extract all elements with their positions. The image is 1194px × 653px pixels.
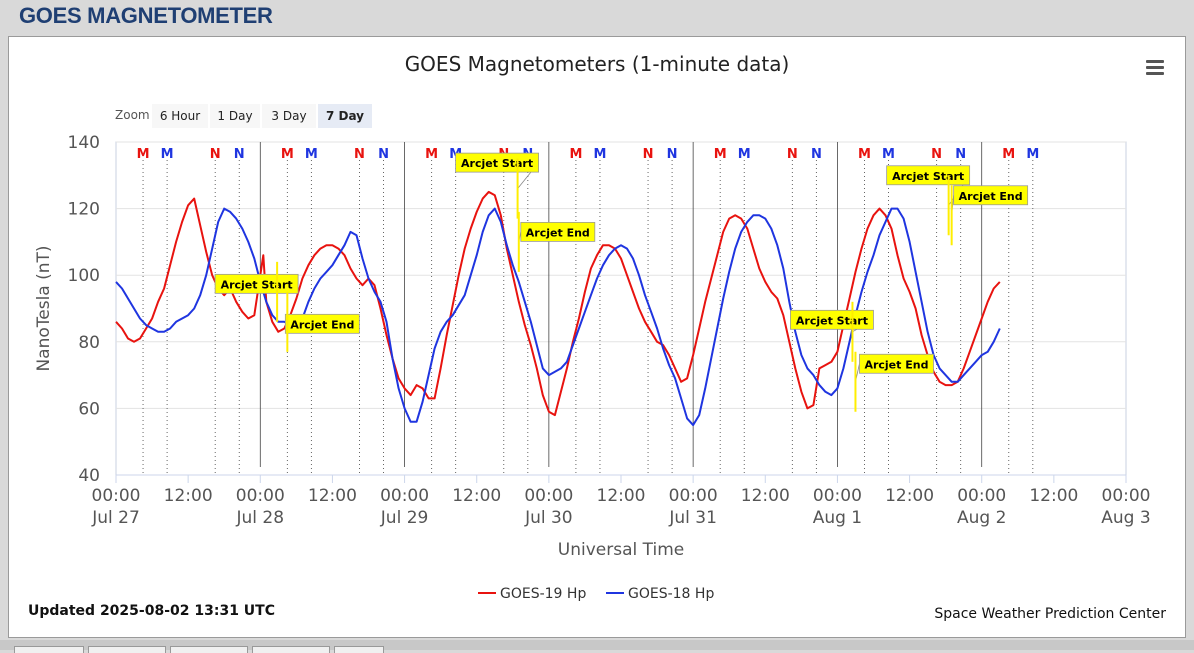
legend-label: GOES-19 Hp	[500, 586, 586, 602]
x-tick-label: 00:00	[1102, 486, 1151, 506]
arcjet-annotation: Arcjet End	[284, 291, 360, 352]
zoom-label: Zoom	[115, 108, 150, 122]
arcjet-annotation: Arcjet End	[517, 211, 596, 272]
x-tick-label: 12:00	[597, 486, 646, 506]
noon-marker: N	[811, 147, 822, 162]
x-date-label: Jul 30	[524, 508, 573, 528]
annotation-label: Arcjet End	[290, 318, 354, 331]
midnight-marker: M	[1002, 147, 1015, 162]
annotation-label: Arcjet Start	[892, 170, 964, 183]
x-tick-label: 12:00	[1029, 486, 1078, 506]
annotation-label: Arcjet Start	[796, 314, 868, 327]
x-date-label: Jul 27	[91, 508, 140, 528]
x-tick-label: 12:00	[308, 486, 357, 506]
x-date-label: Aug 2	[957, 508, 1006, 528]
midnight-marker: M	[858, 147, 871, 162]
y-tick-label: 80	[78, 333, 100, 353]
midnight-marker: M	[569, 147, 582, 162]
midnight-marker: M	[882, 147, 895, 162]
midnight-marker: M	[425, 147, 438, 162]
midnight-marker: M	[714, 147, 727, 162]
noon-marker: N	[210, 147, 221, 162]
midnight-marker: M	[161, 147, 174, 162]
page-header: GOES MAGNETOMETER	[0, 0, 1194, 36]
x-tick-label: 00:00	[524, 486, 573, 506]
series-line-goes-19-hp	[115, 190, 1001, 417]
day-boundary-lines	[259, 142, 983, 467]
midnight-marker: M	[305, 147, 318, 162]
noon-marker: N	[667, 147, 678, 162]
noon-marker: N	[378, 147, 389, 162]
noon-marker: N	[787, 147, 798, 162]
arcjet-annotation: Arcjet Start	[886, 165, 971, 236]
noon-marker: N	[955, 147, 966, 162]
annotations: Arcjet Start Arcjet End Arcjet Start Arcjet…	[214, 152, 1029, 412]
updated-timestamp: Updated 2025-08-02 13:31 UTC	[28, 603, 275, 619]
noon-midnight-marker-lines: MMNNMMNNMMNNMMNNMMNNMMNNMM	[137, 147, 1039, 475]
hamburger-menu-icon[interactable]	[1146, 60, 1164, 76]
arcjet-annotation: Arcjet Start	[214, 261, 299, 322]
midnight-marker: M	[281, 147, 294, 162]
y-axis-title: NanoTesla (nT)	[34, 245, 54, 371]
x-date-label: Jul 29	[380, 508, 429, 528]
x-date-label: Jul 28	[236, 508, 285, 528]
annotation-box	[859, 353, 934, 374]
x-tick-label: 00:00	[813, 486, 862, 506]
x-tick-label: 12:00	[164, 486, 213, 506]
arcjet-annotation: Arcjet Start	[455, 152, 539, 219]
annotation-box	[284, 313, 360, 334]
y-tick-label: 40	[78, 466, 100, 486]
noon-marker: N	[643, 147, 654, 162]
midnight-marker: M	[1026, 147, 1039, 162]
x-date-label: Jul 31	[668, 508, 717, 528]
y-tick-label: 100	[68, 266, 100, 286]
x-tick-label: 00:00	[669, 486, 718, 506]
arcjet-annotation: Arcjet End	[950, 185, 1029, 246]
noon-marker: N	[234, 147, 245, 162]
legend-label: GOES-18 Hp	[628, 586, 714, 602]
y-tick-label: 60	[78, 399, 100, 419]
midnight-marker: M	[137, 147, 150, 162]
chart-title: GOES Magnetometers (1-minute data)	[404, 52, 790, 76]
midnight-marker: M	[738, 147, 751, 162]
zoom-7-day-button[interactable]: 7 Day	[318, 104, 372, 128]
legend: GOES-19 Hp GOES-18 Hp	[478, 586, 714, 602]
credit-text: Space Weather Prediction Center	[934, 606, 1166, 622]
x-tick-label: 00:00	[380, 486, 429, 506]
annotation-label: Arcjet Start	[461, 157, 533, 170]
x-tick-label: 12:00	[741, 486, 790, 506]
annotation-label: Arcjet End	[959, 190, 1023, 203]
x-date-label: Aug 3	[1101, 508, 1150, 528]
x-date-label: Aug 1	[813, 508, 862, 528]
arcjet-annotation: Arcjet End	[854, 351, 934, 412]
x-tick-label: 00:00	[92, 486, 141, 506]
noon-marker: N	[931, 147, 942, 162]
x-tick-label: 00:00	[236, 486, 285, 506]
midnight-marker: M	[593, 147, 606, 162]
annotation-label: Arcjet End	[864, 358, 928, 371]
bottom-tab-strip	[0, 640, 1194, 650]
chart-panel	[8, 36, 1186, 638]
x-axis-title: Universal Time	[558, 540, 684, 560]
arcjet-annotation: Arcjet Start	[790, 301, 874, 362]
zoom-3-day-button[interactable]: 3 Day	[262, 104, 316, 128]
y-tick-label: 140	[68, 133, 100, 153]
annotation-label: Arcjet End	[526, 226, 590, 239]
zoom-6-hour-button[interactable]: 6 Hour	[152, 104, 208, 128]
x-tick-label: 12:00	[885, 486, 934, 506]
zoom-1-day-button[interactable]: 1 Day	[210, 104, 260, 128]
annotation-box	[520, 221, 596, 242]
x-tick-label: 00:00	[957, 486, 1006, 506]
page-title: GOES MAGNETOMETER	[19, 3, 273, 28]
annotation-label: Arcjet Start	[221, 278, 293, 291]
x-tick-label: 12:00	[452, 486, 501, 506]
noon-marker: N	[354, 147, 365, 162]
annotation-box	[953, 185, 1029, 206]
y-tick-label: 120	[68, 200, 100, 220]
